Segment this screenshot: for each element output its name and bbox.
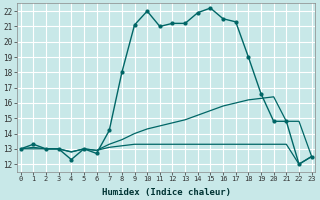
- X-axis label: Humidex (Indice chaleur): Humidex (Indice chaleur): [102, 188, 231, 197]
